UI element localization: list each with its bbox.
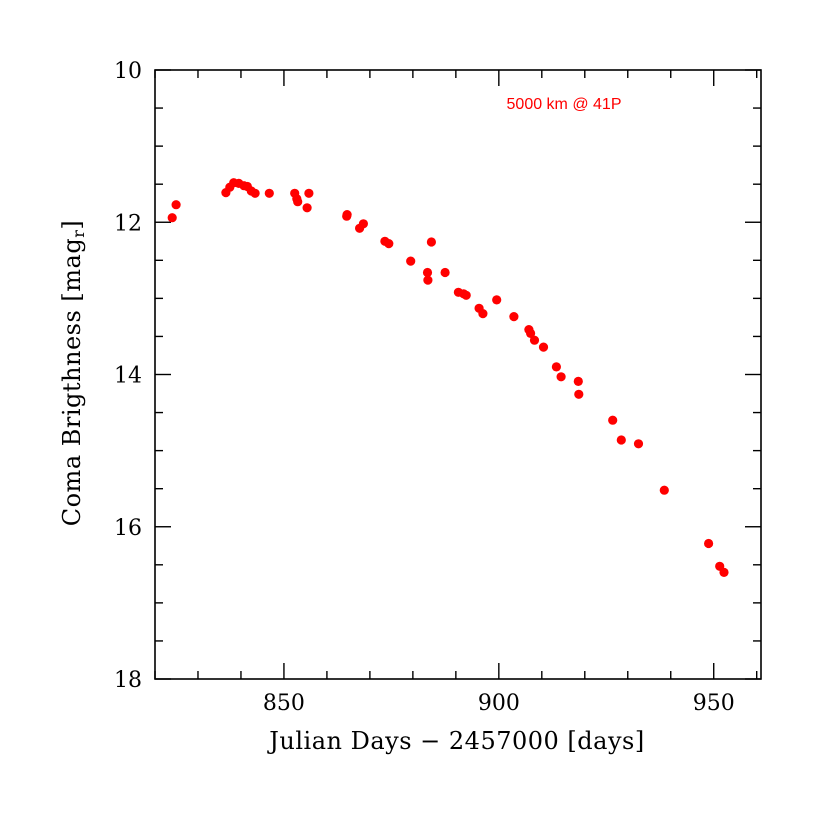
- data-point: [342, 210, 352, 220]
- data-point: [551, 362, 562, 372]
- data-point: [406, 256, 416, 266]
- data-point: [426, 237, 436, 247]
- data-point: [633, 439, 644, 449]
- data-point: [264, 188, 274, 198]
- data-point: [250, 188, 260, 198]
- y-tick-label: 12: [114, 211, 142, 236]
- data-point: [384, 239, 394, 249]
- y-axis-label: Coma Brigthness [magr]: [58, 220, 88, 527]
- data-point: [704, 538, 714, 549]
- data-point: [556, 372, 566, 382]
- data-point: [509, 312, 519, 322]
- data-point: [423, 275, 433, 285]
- axis-ticks: [154, 69, 761, 680]
- data-point: [616, 435, 626, 445]
- x-tick-label: 950: [693, 691, 735, 716]
- data-point: [608, 415, 618, 425]
- y-axis-label-sub: r: [69, 230, 88, 238]
- x-tick-label: 850: [263, 691, 305, 716]
- data-point: [167, 213, 177, 223]
- y-tick-label: 14: [114, 364, 142, 389]
- data-point: [440, 267, 450, 278]
- data-point: [526, 328, 536, 338]
- data-point: [538, 342, 549, 352]
- data-point: [719, 567, 729, 578]
- data-point: [461, 290, 471, 300]
- data-point: [422, 267, 433, 278]
- data-point: [529, 335, 540, 345]
- data-point: [358, 219, 368, 229]
- data-point: [659, 485, 669, 495]
- y-tick-label: 16: [114, 516, 142, 541]
- x-tick-labels: 850 900 950: [263, 691, 735, 716]
- y-axis-label-end: ]: [58, 220, 86, 230]
- y-tick-label: 18: [114, 668, 142, 693]
- data-point: [171, 200, 181, 210]
- plot-frame: [154, 69, 762, 680]
- y-axis-label-main: Coma Brigthness [mag: [58, 238, 86, 526]
- data-point: [478, 309, 488, 319]
- data-point: [573, 376, 583, 386]
- y-tick-label: 10: [114, 59, 142, 84]
- data-point: [304, 188, 314, 198]
- y-tick-labels: 10 12 14 16 18: [114, 59, 142, 693]
- data-point: [302, 203, 312, 213]
- x-tick-label: 900: [478, 691, 520, 716]
- x-axis-label: Julian Days − 2457000 [days]: [266, 727, 644, 755]
- data-point: [574, 389, 584, 399]
- data-point: [293, 197, 303, 207]
- data-points: [167, 178, 729, 578]
- data-point: [492, 295, 502, 305]
- chart-annotation: 5000 km @ 41P: [507, 96, 622, 113]
